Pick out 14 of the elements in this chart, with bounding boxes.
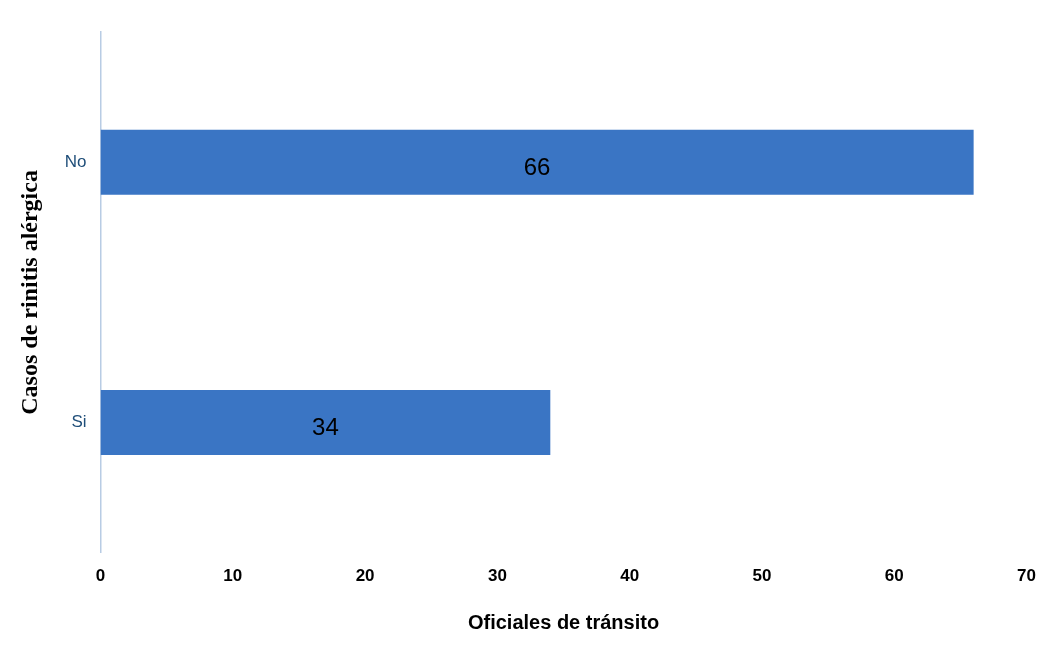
y-tick-label: No: [64, 151, 87, 171]
y-axis-title: Casos de rinitis alérgica: [15, 170, 42, 415]
x-tick-label: 30: [487, 566, 507, 586]
x-axis-title: Oficiales de tránsito: [467, 610, 660, 633]
x-tick-label: 70: [1017, 566, 1037, 586]
x-tick-label: 10: [223, 566, 243, 586]
x-tick-label: 0: [95, 566, 106, 586]
data-label: 34: [312, 413, 339, 441]
x-tick-label: 20: [355, 566, 375, 586]
x-tick-label: 40: [620, 566, 640, 586]
x-tick-label: 60: [884, 566, 904, 586]
x-tick-label: 50: [752, 566, 772, 586]
data-label: 66: [523, 152, 551, 180]
y-tick-label: Si: [71, 412, 87, 432]
